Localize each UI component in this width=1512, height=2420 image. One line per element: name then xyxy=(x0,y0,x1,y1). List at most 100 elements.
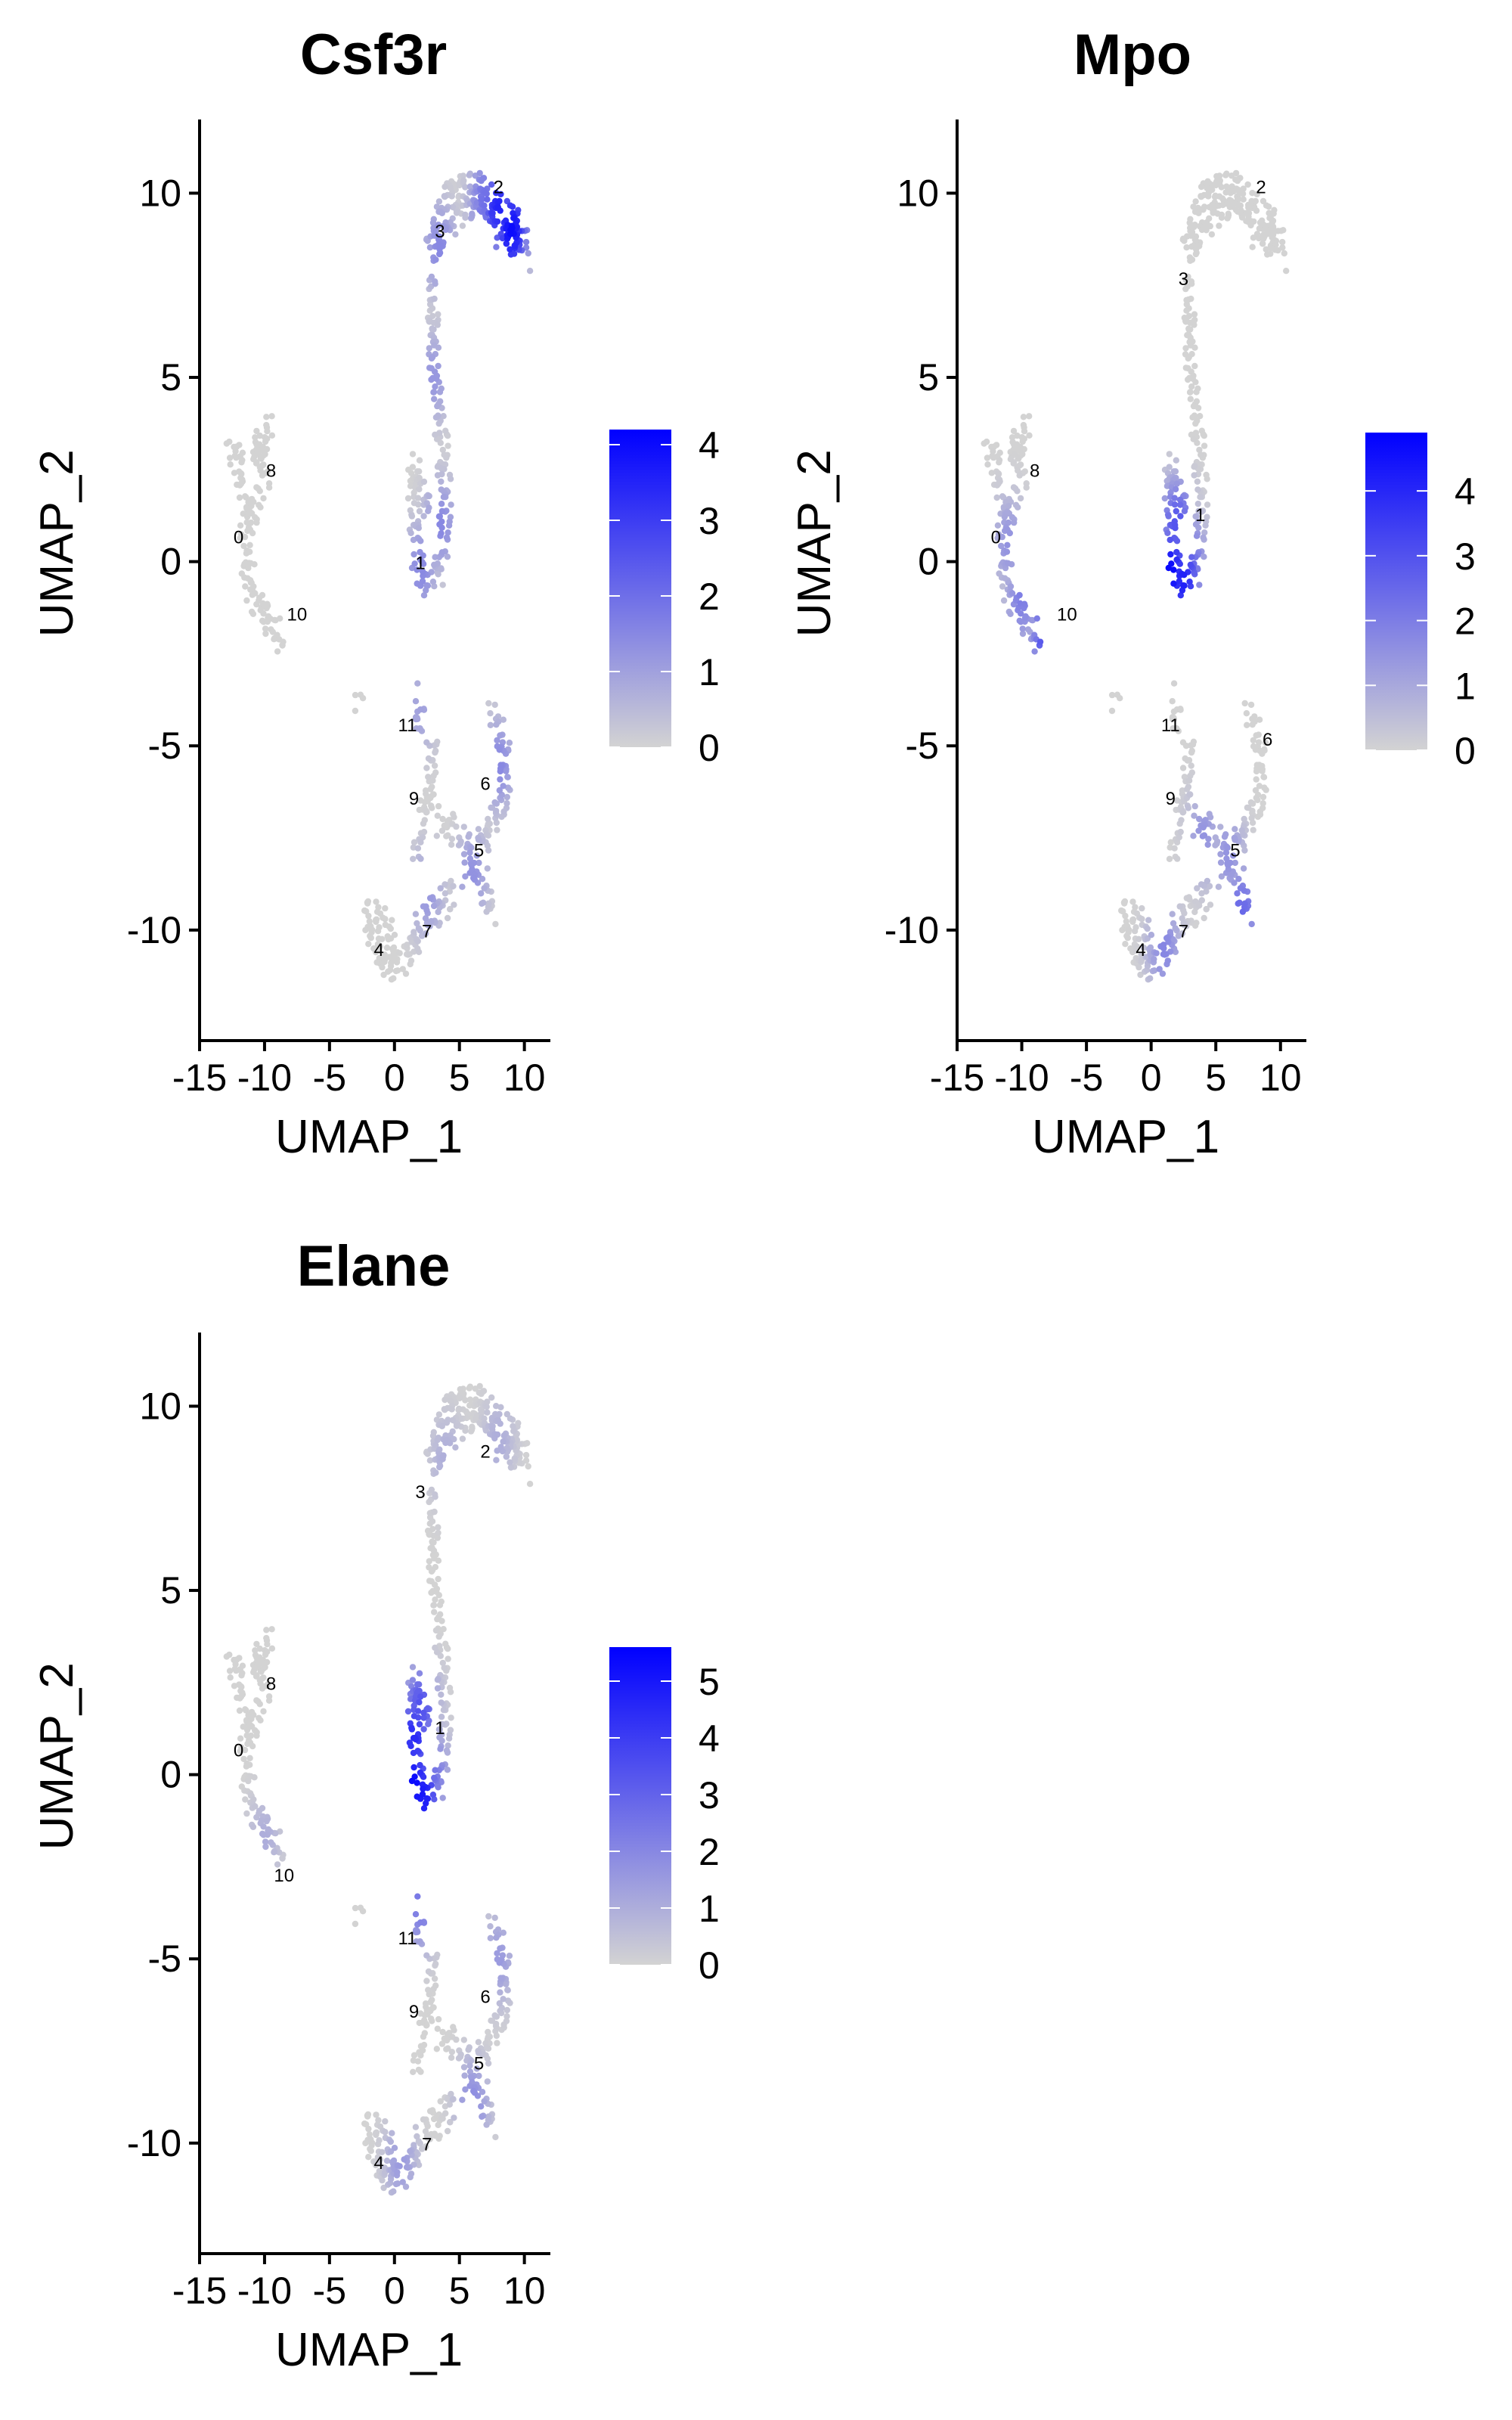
cell-point xyxy=(442,890,449,897)
cell-point xyxy=(410,2057,417,2064)
cell-point xyxy=(1227,859,1234,867)
cell-point xyxy=(1213,172,1220,180)
legend-label: 2 xyxy=(1455,600,1476,643)
cell-point xyxy=(242,1796,249,1803)
cell-point xyxy=(439,2028,446,2036)
cell-point xyxy=(478,177,485,185)
cell-point xyxy=(428,2015,435,2022)
cell-point xyxy=(1259,197,1267,205)
cell-point xyxy=(407,2148,414,2155)
cell-point xyxy=(245,1777,252,1785)
cell-point xyxy=(226,1668,234,1674)
x-tick-label: -10 xyxy=(237,1056,292,1099)
cluster-label: 7 xyxy=(1179,922,1188,942)
cell-point xyxy=(1005,560,1012,566)
cell-point xyxy=(1176,496,1184,503)
cell-point xyxy=(252,590,259,597)
cell-point xyxy=(364,2111,372,2118)
cell-point xyxy=(1234,890,1241,897)
cell-point xyxy=(1014,488,1021,495)
cell-point xyxy=(425,1720,432,1727)
cell-point xyxy=(1239,831,1247,838)
cell-point xyxy=(1250,737,1257,744)
cell-point xyxy=(1232,859,1239,867)
cell-point xyxy=(417,1769,424,1776)
cell-point xyxy=(258,1668,265,1675)
cell-point xyxy=(420,820,427,827)
cell-point xyxy=(494,1950,500,1957)
cell-point xyxy=(417,1693,424,1700)
cell-point xyxy=(1240,865,1247,872)
cell-point xyxy=(1004,541,1011,548)
cell-point xyxy=(435,311,442,318)
cell-point xyxy=(434,1615,441,1623)
cell-point xyxy=(1009,434,1016,441)
cell-point xyxy=(422,787,429,794)
cell-point xyxy=(429,579,437,585)
cell-point xyxy=(1170,566,1177,573)
cell-point xyxy=(1202,522,1209,529)
cell-point xyxy=(1244,804,1251,811)
cell-point xyxy=(450,2096,457,2102)
cell-point xyxy=(411,1713,418,1720)
legend-label: 2 xyxy=(699,1831,720,1873)
cell-point xyxy=(396,2163,403,2170)
cell-point xyxy=(429,1525,436,1533)
cell-point xyxy=(429,1544,435,1552)
cell-point xyxy=(437,885,444,892)
cell-point xyxy=(438,1691,445,1698)
cell-point xyxy=(435,1411,443,1418)
cell-point xyxy=(1140,945,1148,951)
cell-point xyxy=(456,1395,463,1402)
cell-point xyxy=(236,1655,243,1661)
cell-point xyxy=(404,495,412,502)
cell-point xyxy=(365,912,372,920)
cell-point xyxy=(442,427,449,434)
cell-point xyxy=(998,542,1005,550)
cell-point xyxy=(1208,231,1216,238)
cell-point xyxy=(431,368,438,375)
y-tick-label: 10 xyxy=(139,172,181,214)
y-axis-title: UMAP_2 xyxy=(31,1662,83,1850)
cluster-label: 7 xyxy=(422,922,432,942)
cell-point xyxy=(236,1707,243,1714)
cell-point xyxy=(417,2010,424,2017)
cell-point xyxy=(1189,414,1196,421)
cell-point xyxy=(262,1838,269,1845)
cell-point xyxy=(435,412,442,419)
cell-point xyxy=(1172,925,1179,932)
cell-point xyxy=(280,638,287,645)
cell-point xyxy=(1191,464,1198,470)
cell-point xyxy=(1224,844,1232,852)
cell-point xyxy=(239,478,246,485)
cell-point xyxy=(526,1481,534,1488)
cell-point xyxy=(1176,903,1183,910)
cell-point xyxy=(465,2046,472,2053)
cell-point xyxy=(485,700,492,707)
cell-point xyxy=(417,855,424,862)
cell-point xyxy=(460,177,467,185)
cell-point xyxy=(431,1609,438,1615)
cell-point xyxy=(419,578,426,585)
cell-point xyxy=(425,774,432,780)
cell-point xyxy=(249,1742,256,1750)
cell-point xyxy=(1218,184,1225,191)
cell-point xyxy=(1171,501,1179,508)
cell-point xyxy=(428,1486,435,1494)
cell-point xyxy=(476,859,482,867)
cell-point xyxy=(438,827,446,834)
cell-point xyxy=(247,519,255,526)
cell-point xyxy=(248,1715,255,1723)
cell-point xyxy=(1249,721,1256,728)
cell-point xyxy=(252,1647,259,1654)
cell-point xyxy=(260,1823,267,1830)
cell-point xyxy=(457,840,464,847)
cell-point xyxy=(479,2089,486,2096)
cell-point xyxy=(236,494,243,501)
cell-point xyxy=(1124,935,1132,942)
cluster-label: 5 xyxy=(474,2053,484,2074)
panel-title: Elane xyxy=(297,1234,451,1298)
cell-point xyxy=(1179,765,1187,771)
cell-point xyxy=(1159,970,1167,977)
